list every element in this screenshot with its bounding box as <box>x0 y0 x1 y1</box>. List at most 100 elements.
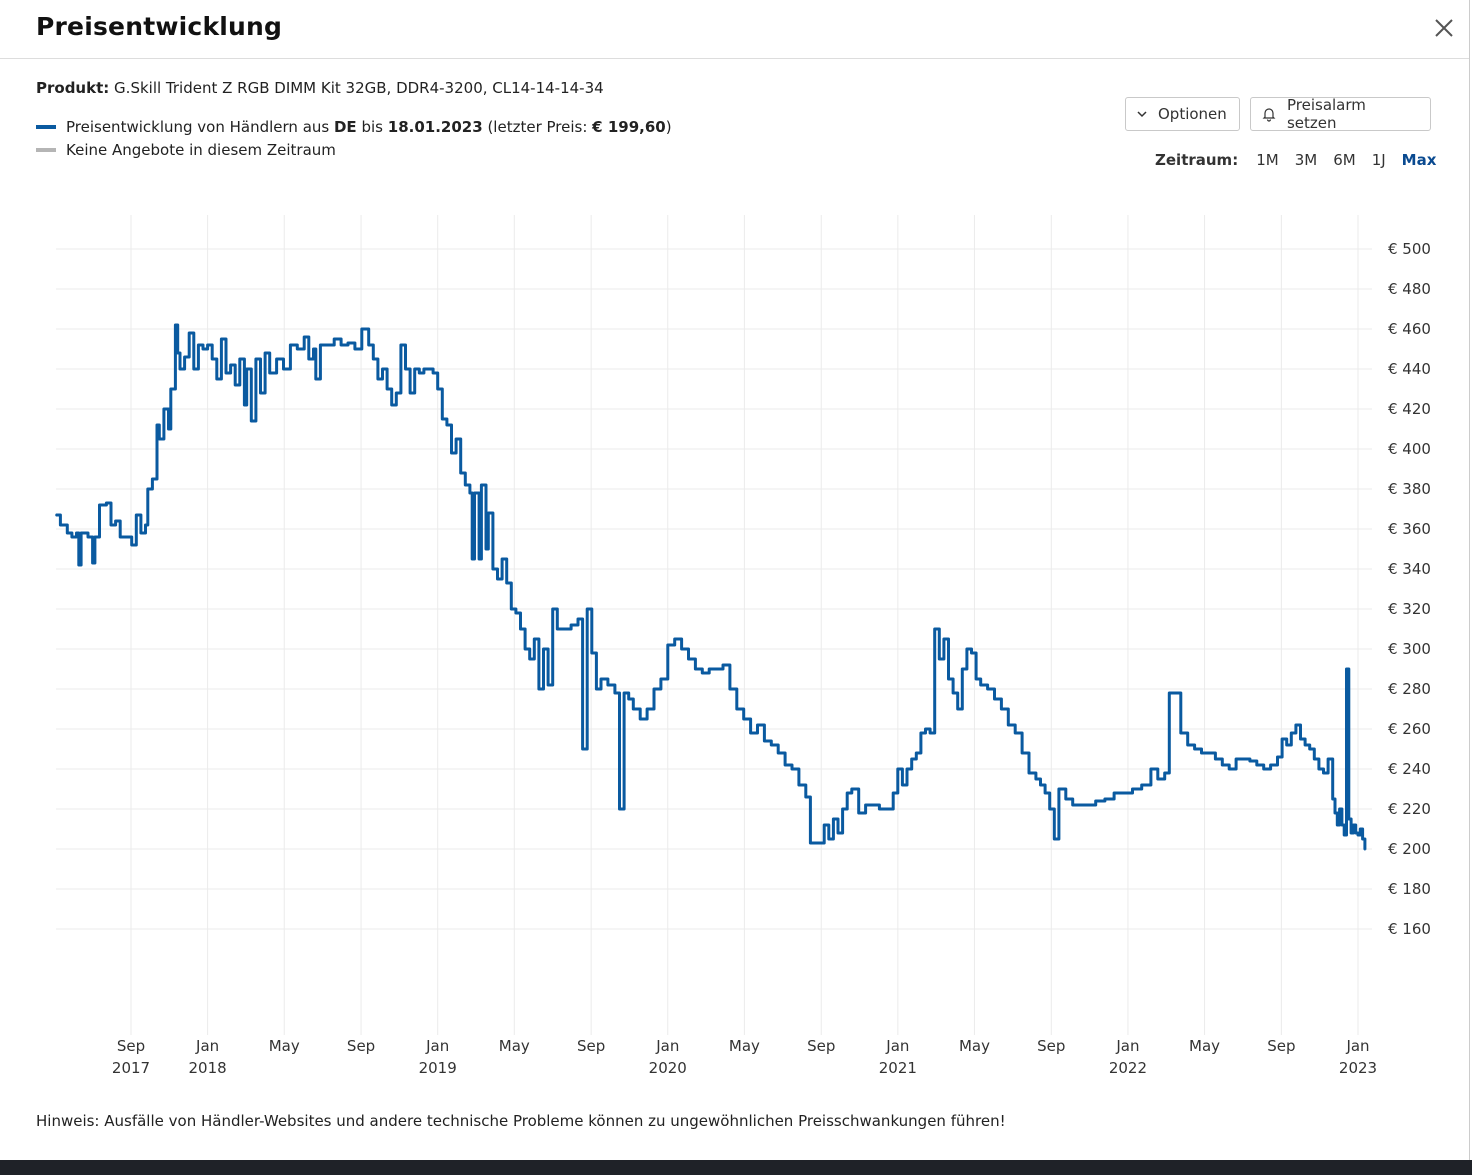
price-point <box>1322 772 1325 774</box>
price-point <box>98 504 101 506</box>
price-point <box>303 336 306 338</box>
range-option-1m[interactable]: 1M <box>1256 151 1279 169</box>
price-point <box>694 668 697 670</box>
price-point <box>581 748 584 750</box>
price-point <box>158 438 161 440</box>
price-point <box>1131 788 1134 790</box>
price-chart: € 160 € 180 € 200 € 220 € 240 € 260 € 280 € 300… <box>55 215 1431 1077</box>
price-point <box>837 832 839 834</box>
price-point <box>105 502 108 504</box>
price-alarm-button[interactable]: Preisalarm setzen <box>1250 96 1431 132</box>
range-option-1j[interactable]: 1J <box>1371 151 1386 169</box>
price-point <box>340 344 342 346</box>
x-tick-month-label: May <box>269 1037 300 1055</box>
x-tick-month-label: Sep <box>1267 1037 1295 1055</box>
modal-title: Preisentwicklung <box>36 12 283 41</box>
y-tick-label: € 500 <box>1388 240 1431 258</box>
price-point <box>736 708 738 710</box>
x-tick-year-label: 2020 <box>649 1059 687 1077</box>
price-point <box>1140 784 1143 786</box>
page-footer-strip <box>0 1160 1472 1175</box>
price-point <box>639 718 641 720</box>
price-point <box>1007 724 1010 726</box>
bell-icon <box>1262 108 1276 122</box>
y-tick-label: € 460 <box>1388 320 1431 338</box>
price-point <box>390 404 393 406</box>
price-point <box>510 608 513 610</box>
x-tick-year-label: 2023 <box>1339 1059 1377 1077</box>
price-point <box>135 514 138 516</box>
price-point <box>906 768 908 770</box>
price-point <box>91 562 94 564</box>
price-point <box>851 788 853 790</box>
legend-series: Preisentwicklung von Händlern aus DE bis… <box>36 118 672 136</box>
price-point <box>496 578 499 580</box>
price-point <box>979 684 982 686</box>
price-point <box>480 484 483 486</box>
price-point <box>729 688 731 690</box>
price-point <box>970 652 973 654</box>
price-point <box>777 752 779 754</box>
price-point <box>1327 758 1329 760</box>
price-point <box>1028 772 1030 774</box>
options-button[interactable]: Optionen <box>1125 97 1240 131</box>
y-tick-label: € 260 <box>1388 720 1431 738</box>
price-point <box>556 628 559 630</box>
price-point <box>1276 756 1279 758</box>
price-point <box>163 408 165 410</box>
modal-header: Preisentwicklung <box>0 0 1469 59</box>
price-point <box>347 342 349 344</box>
price-point <box>1186 744 1189 746</box>
price-point <box>910 758 913 760</box>
x-tick-month-label: Sep <box>347 1037 375 1055</box>
price-point <box>193 368 195 370</box>
price-point <box>1039 784 1042 786</box>
y-tick-label: € 220 <box>1388 800 1431 818</box>
range-option-max[interactable]: Max <box>1401 151 1437 169</box>
price-point <box>395 392 398 394</box>
price-point <box>501 558 503 560</box>
range-option-6m[interactable]: 6M <box>1333 151 1356 169</box>
y-tick-label: € 240 <box>1388 760 1431 778</box>
price-point <box>915 752 918 754</box>
price-point <box>441 418 444 420</box>
price-point <box>618 808 621 810</box>
price-point <box>947 678 950 680</box>
price-point <box>315 378 317 380</box>
price-point <box>749 732 752 734</box>
price-point <box>864 804 867 806</box>
price-point <box>1361 838 1364 840</box>
price-point <box>1180 732 1182 734</box>
price-point <box>846 792 848 794</box>
price-point <box>600 678 602 680</box>
range-option-3m[interactable]: 3M <box>1294 151 1318 169</box>
price-point <box>943 638 945 640</box>
price-point <box>464 484 467 486</box>
price-point <box>933 628 936 630</box>
price-point <box>183 356 186 358</box>
price-point <box>312 348 315 350</box>
price-point <box>524 648 526 650</box>
price-point <box>742 718 745 720</box>
x-tick-month-label: Sep <box>117 1037 145 1055</box>
price-point <box>1053 838 1056 840</box>
price-point <box>784 764 786 766</box>
price-point <box>128 536 131 538</box>
price-point <box>455 438 457 440</box>
price-point <box>202 348 204 350</box>
price-point <box>1085 804 1088 806</box>
price-point <box>956 708 959 710</box>
price-point <box>243 404 246 406</box>
price-point <box>1104 798 1106 800</box>
price-point <box>1207 752 1210 754</box>
legend-swatch-series <box>36 125 56 129</box>
y-tick-label: € 340 <box>1388 560 1431 578</box>
price-point <box>667 644 669 646</box>
close-icon[interactable] <box>1430 14 1458 42</box>
price-point <box>473 492 476 494</box>
y-tick-label: € 420 <box>1388 400 1431 418</box>
x-tick-month-label: May <box>959 1037 990 1055</box>
price-point <box>418 372 421 374</box>
y-tick-label: € 360 <box>1388 520 1431 538</box>
